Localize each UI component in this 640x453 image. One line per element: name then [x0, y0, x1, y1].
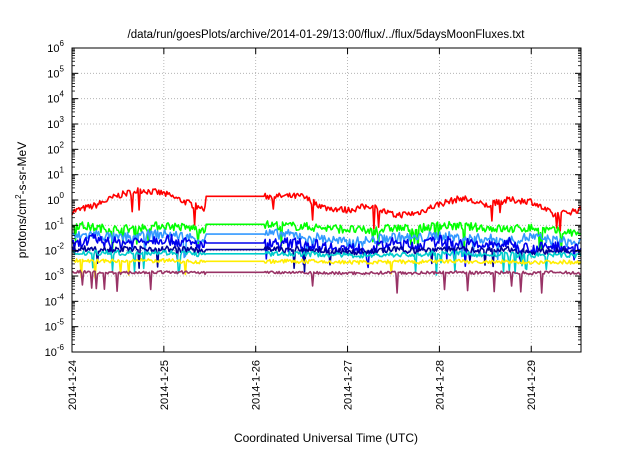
y-tick-label: 100	[47, 191, 64, 207]
y-tick-base: 10	[45, 220, 57, 232]
y-tick-exponent: -1	[57, 216, 65, 225]
y-tick-exponent: 2	[60, 140, 65, 149]
y-tick-base: 10	[47, 68, 59, 80]
y-tick-label: 103	[47, 115, 64, 131]
y-tick-base: 10	[45, 271, 57, 283]
y-tick-label: 106	[47, 39, 64, 55]
x-tick-label: 2014-1-25	[159, 360, 171, 410]
series-line-2	[71, 220, 582, 253]
y-tick-exponent: 6	[60, 39, 65, 48]
y-tick-exponent: -4	[57, 292, 65, 301]
chart-title: /data/run/goesPlots/archive/2014-01-29/1…	[128, 29, 526, 41]
series-line-1	[71, 187, 582, 232]
y-tick-label: 10-1	[45, 216, 65, 232]
y-tick-exponent: -5	[57, 318, 65, 327]
y-axis-title-main: protons/cm	[15, 199, 29, 258]
y-tick-base: 10	[45, 347, 57, 359]
y-tick-labels: 10-610-510-410-310-210-11001011021031041…	[45, 39, 65, 359]
y-tick-label: 105	[47, 64, 64, 80]
y-tick-label: 10-3	[45, 267, 65, 283]
y-tick-base: 10	[45, 322, 57, 334]
x-tick-label: 2014-1-29	[526, 360, 538, 410]
y-tick-label: 104	[47, 90, 64, 106]
y-tick-base: 10	[47, 195, 59, 207]
y-tick-exponent: 0	[60, 191, 65, 200]
y-tick-exponent: 1	[60, 166, 65, 175]
y-tick-base: 10	[47, 144, 59, 156]
series-line-6	[71, 249, 582, 276]
y-tick-base: 10	[47, 170, 59, 182]
series-line-7	[71, 257, 582, 279]
y-tick-exponent: -2	[57, 242, 65, 251]
x-tick-labels: 2014-1-24 2014-1-25 2014-1-26 2014-1-27 2014…	[67, 360, 538, 410]
y-tick-exponent: -6	[57, 343, 65, 352]
y-tick-label: 102	[47, 140, 64, 156]
y-axis-title-units: -s-sr-MeV	[15, 142, 29, 195]
data-series	[71, 187, 582, 294]
y-tick-base: 10	[47, 43, 59, 55]
y-tick-label: 10-6	[45, 343, 65, 359]
axis-ticks	[71, 47, 581, 353]
x-tick-label: 2014-1-27	[343, 360, 355, 410]
x-tick-label: 2014-1-26	[251, 360, 263, 410]
y-axis-title-superscript: 2	[14, 194, 23, 199]
y-tick-exponent: 5	[60, 64, 65, 73]
series-line-3	[71, 228, 582, 261]
y-tick-exponent: 4	[60, 90, 65, 99]
y-tick-base: 10	[47, 94, 59, 106]
x-axis-title: Coordinated Universal Time (UTC)	[234, 431, 418, 445]
x-tick-label: 2014-1-24	[67, 360, 79, 410]
x-tick-label: 2014-1-28	[434, 360, 446, 410]
y-tick-exponent: 3	[60, 115, 65, 124]
y-tick-exponent: -3	[57, 267, 65, 276]
y-tick-base: 10	[47, 119, 59, 131]
y-tick-label: 10-4	[45, 292, 65, 308]
y-tick-label: 10-5	[45, 318, 65, 334]
y-tick-label: 101	[47, 166, 64, 182]
series-line-8	[71, 269, 582, 294]
y-tick-label: 10-2	[45, 242, 65, 258]
y-tick-base: 10	[45, 296, 57, 308]
series-line-5	[71, 245, 582, 273]
y-tick-base: 10	[45, 246, 57, 258]
y-axis-title: protons/cm2-s-sr-MeV	[14, 142, 29, 258]
